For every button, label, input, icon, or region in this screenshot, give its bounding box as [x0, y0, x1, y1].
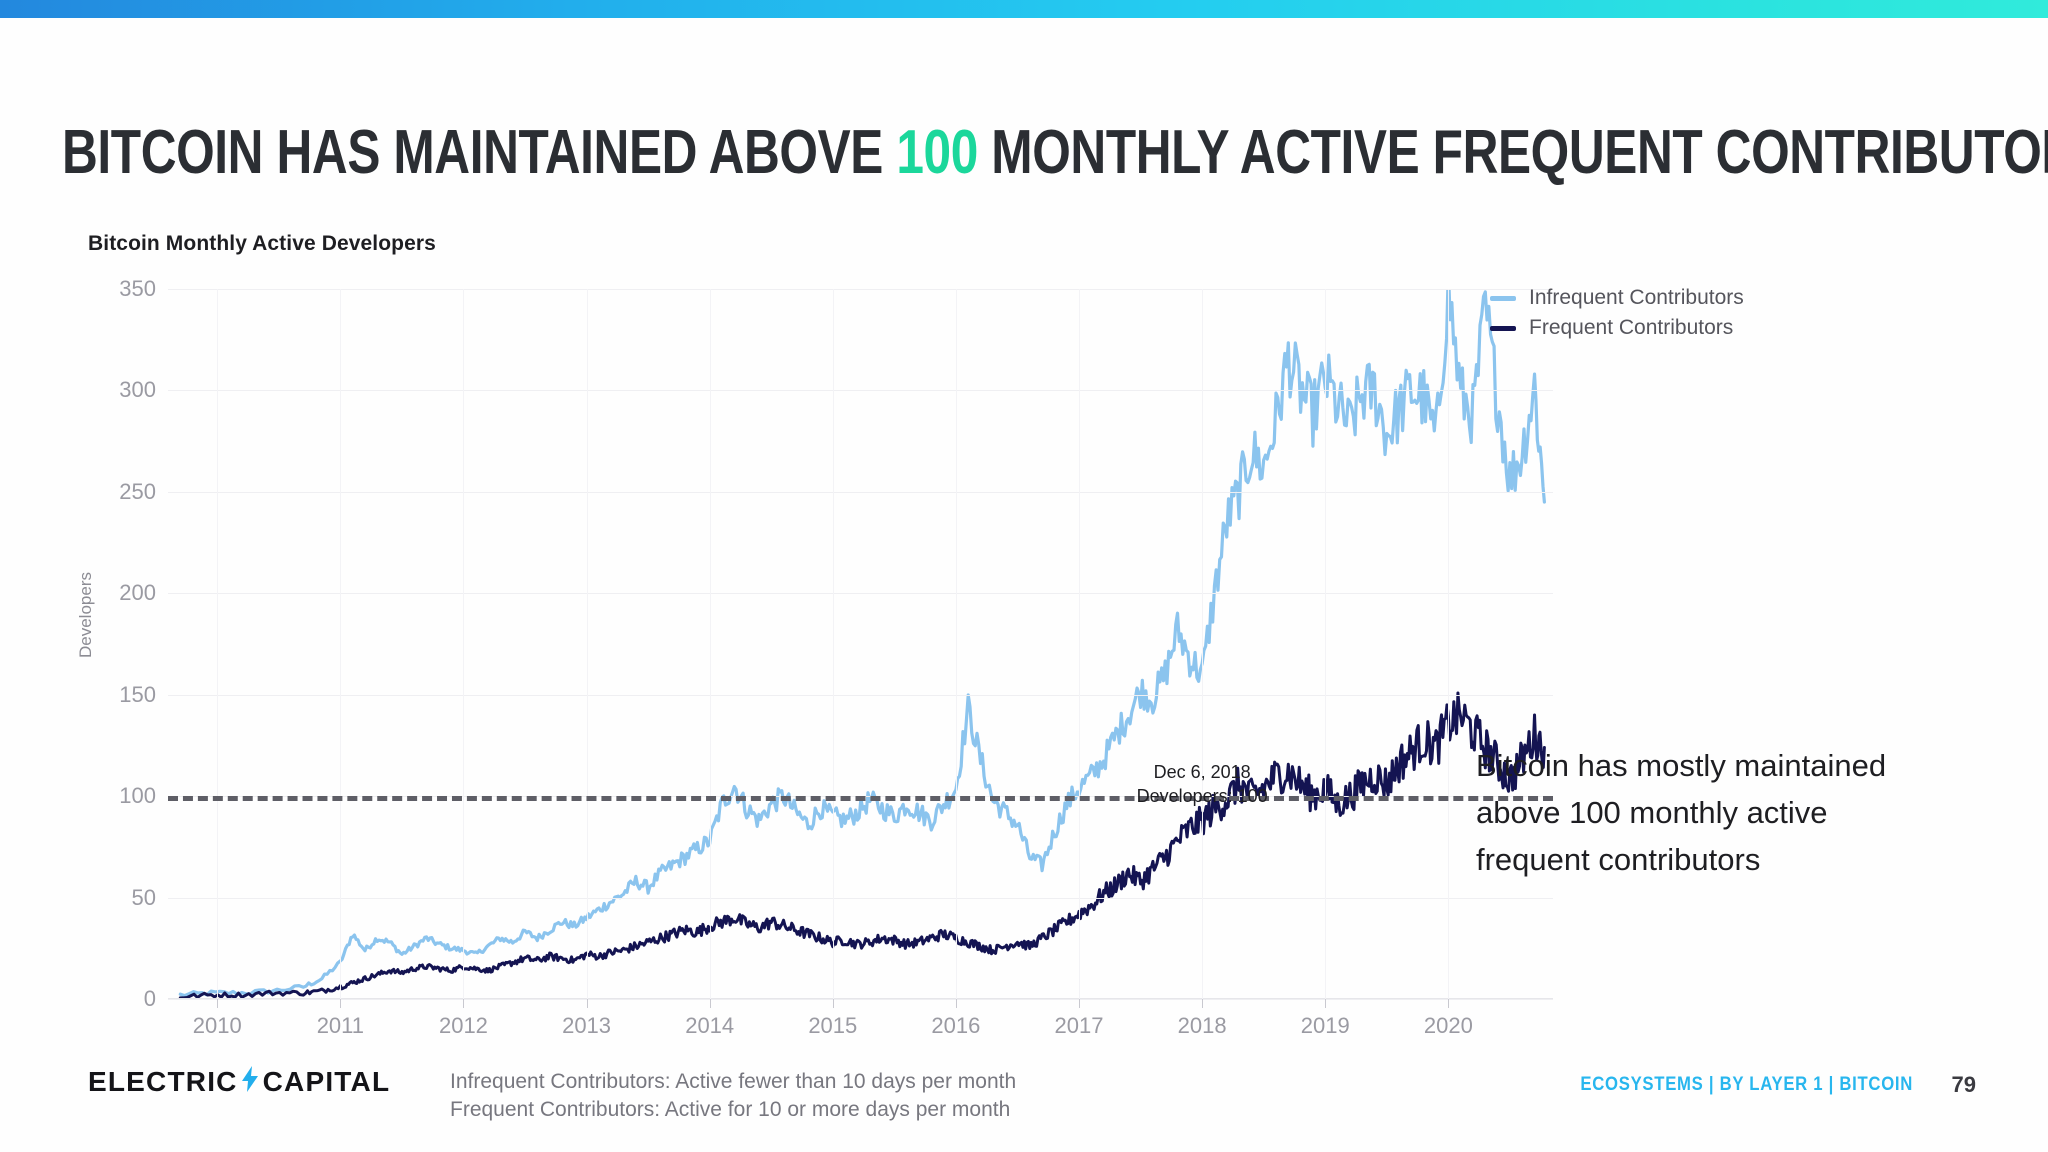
- annotation-date: Dec 6, 2018: [1153, 761, 1251, 782]
- dec-2018-callout: Dec 6, 2018 Developers: 100: [1137, 760, 1268, 808]
- legend-swatch-frequent: [1490, 325, 1516, 331]
- gridline-vertical: [463, 289, 465, 999]
- gridline-vertical: [586, 289, 588, 999]
- y-axis-tick-label: 150: [119, 681, 156, 707]
- x-axis-tick-label: 2018: [1177, 1013, 1227, 1038]
- chart-footnotes: Infrequent Contributors: Active fewer th…: [450, 1068, 1016, 1124]
- x-axis-tick-mark: [586, 999, 588, 1008]
- x-axis-tick-mark: [1325, 999, 1327, 1008]
- headline-accent-number: 100: [896, 118, 978, 187]
- page-title: BITCOIN HAS MAINTAINED ABOVE 100 MONTHLY…: [62, 122, 2048, 184]
- gridline-horizontal: [168, 999, 1553, 1000]
- legend-item-infrequent[interactable]: Infrequent Contributors: [1490, 286, 1744, 310]
- x-axis-tick-label: 2010: [192, 1013, 242, 1038]
- x-axis-tick-mark: [955, 999, 957, 1008]
- legend-item-frequent[interactable]: Frequent Contributors: [1490, 316, 1744, 340]
- x-axis-tick-label: 2014: [685, 1013, 735, 1038]
- gridline-vertical: [1448, 289, 1450, 999]
- x-axis-tick-mark: [709, 999, 711, 1008]
- chart-title: Bitcoin Monthly Active Developers: [88, 232, 436, 255]
- x-axis-tick-mark: [217, 999, 219, 1008]
- x-axis-tick-label: 2016: [931, 1013, 981, 1038]
- x-axis-tick-label: 2012: [438, 1013, 488, 1038]
- gridline-vertical: [832, 289, 834, 999]
- gridline-vertical: [340, 289, 342, 999]
- gridline-vertical: [1202, 289, 1204, 999]
- gridline-horizontal: [168, 491, 1553, 493]
- gridline-horizontal: [168, 897, 1553, 899]
- y-axis-tick-label: 300: [119, 377, 156, 403]
- series-line-infrequent: [178, 289, 1546, 998]
- x-axis-line: [168, 998, 1553, 999]
- legend-label-frequent: Frequent Contributors: [1529, 316, 1734, 339]
- legend-swatch-infrequent: [1490, 295, 1516, 301]
- x-axis-tick-mark: [463, 999, 465, 1008]
- side-note: Bitcoin has mostly maintained above 100 …: [1476, 748, 1887, 877]
- x-axis-tick-label: 2019: [1300, 1013, 1350, 1038]
- x-axis-tick-label: 2020: [1423, 1013, 1473, 1038]
- series-svg: [178, 289, 1546, 999]
- x-axis-tick-mark: [340, 999, 342, 1008]
- gridline-vertical: [709, 289, 711, 999]
- lightning-bolt-icon: [241, 1066, 258, 1098]
- legend-label-infrequent: Infrequent Contributors: [1529, 286, 1744, 309]
- x-axis-tick-mark: [1079, 999, 1081, 1008]
- footnote-infrequent: Infrequent Contributors: Active fewer th…: [450, 1070, 1017, 1093]
- gridline-horizontal: [168, 289, 1553, 290]
- y-axis-tick-label: 100: [119, 783, 156, 809]
- gridline-vertical: [217, 289, 219, 999]
- chart-container: Developers 0 50 100 150 200 250 300 350 2010 2011…: [76, 275, 1553, 1038]
- annotation-value: Developers: 100: [1136, 785, 1268, 806]
- x-axis-tick-label: 2011: [316, 1013, 364, 1038]
- y-axis-tick-label: 250: [119, 478, 156, 504]
- y-axis-label: Developers: [76, 572, 95, 658]
- plot-inner: [168, 289, 1553, 999]
- gridline-vertical: [955, 289, 957, 999]
- x-axis-tick-mark: [832, 999, 834, 1008]
- y-axis-tick-label: 50: [131, 884, 156, 910]
- x-axis-tick-label: 2015: [808, 1013, 858, 1038]
- breadcrumb: ECOSYSTEMS | BY LAYER 1 | BITCOIN: [1580, 1074, 1913, 1095]
- x-axis-tick-mark: [1202, 999, 1204, 1008]
- gridline-horizontal: [168, 694, 1553, 696]
- chart-legend: Infrequent Contributors Frequent Contrib…: [1490, 286, 1744, 346]
- headline-part-before: BITCOIN HAS MAINTAINED ABOVE: [62, 118, 897, 187]
- series-line-frequent: [178, 691, 1546, 999]
- x-axis-tick-mark: [1448, 999, 1450, 1008]
- threshold-line: [168, 796, 1553, 802]
- logo-text-right: CAPITAL: [262, 1066, 391, 1097]
- top-gradient-bar: [0, 0, 2048, 18]
- plot-area: 0 50 100 150 200 250 300 350 2010 2011 2012 2013 201…: [119, 276, 1553, 1038]
- gridline-vertical: [1325, 289, 1327, 999]
- gridline-vertical: [1079, 289, 1081, 999]
- x-axis-tick-label: 2017: [1054, 1013, 1104, 1038]
- x-axis-tick-label: 2013: [562, 1013, 612, 1038]
- headline-part-after: MONTHLY ACTIVE FREQUENT CONTRIBUTORS: [977, 118, 2048, 187]
- y-axis-tick-label: 200: [119, 580, 156, 606]
- gridline-horizontal: [168, 390, 1553, 392]
- y-axis-tick-label: 0: [143, 986, 156, 1011]
- y-axis-tick-label: 350: [119, 276, 156, 301]
- footnote-frequent: Frequent Contributors: Active for 10 or …: [450, 1098, 1011, 1121]
- gridline-horizontal: [168, 593, 1553, 595]
- page-number: 79: [1951, 1072, 1976, 1097]
- electric-capital-logo: ELECTRIC CAPITAL: [88, 1066, 390, 1098]
- logo-text-left: ELECTRIC: [88, 1066, 238, 1097]
